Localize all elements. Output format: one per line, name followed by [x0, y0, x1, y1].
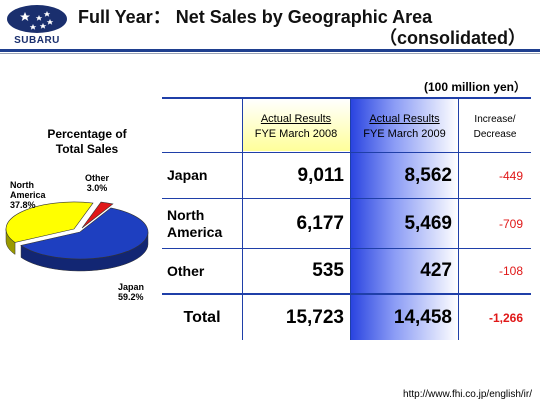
fy2009-column-highlight: [351, 99, 458, 340]
pie-label-other: Other 3.0%: [85, 173, 109, 193]
pie-title: Percentage of Total Sales: [22, 127, 152, 157]
pie-label-north-america-line1: North: [10, 180, 34, 190]
pie-label-japan-pct: 59.2%: [118, 292, 144, 302]
subaru-stars-icon: [7, 5, 67, 33]
row-divider: [162, 293, 531, 295]
cell-fy2009: 8,562: [404, 164, 452, 186]
col-header-fy2009-line1: Actual Results: [369, 113, 440, 125]
cell-fy2008: 535: [312, 260, 344, 281]
pie-label-north-america-line2: America: [10, 190, 46, 200]
cell-diff: -709: [498, 216, 523, 231]
pie-title-line2: Total Sales: [55, 142, 119, 156]
cell-fy2008-total: 15,723: [285, 306, 344, 328]
row-label-line1: Other: [167, 262, 205, 279]
col-header-fy2009: Actual Results FYE March 2009: [351, 101, 458, 153]
col-divider: [242, 97, 243, 340]
cell-diff: -108: [498, 264, 523, 278]
pie-slice-japan: [20, 207, 149, 260]
page-subtitle: （consolidated）: [378, 28, 526, 48]
table-top-border: [162, 97, 531, 99]
cell-diff-total: -1,266: [488, 310, 523, 325]
table-row-label: Japan: [162, 153, 247, 198]
footer-url[interactable]: http://www.fhi.co.jp/english/ir/: [403, 389, 532, 400]
fy2008-header-highlight: [242, 99, 350, 151]
table-row-label: North America: [162, 199, 247, 248]
cell-fy2008: 9,011: [297, 164, 345, 186]
header-divider-thin: [0, 53, 540, 54]
pie-label-other-line1: Other: [85, 173, 110, 183]
table-row-label-total: Total: [162, 295, 242, 340]
cell-fy2008: 6,177: [296, 212, 344, 234]
cell-fy2009: 427: [420, 260, 452, 281]
pie-slice-north-america: [5, 201, 94, 243]
col-header-fy2008-line1: Actual Results: [260, 113, 332, 125]
cell-fy2009: 5,469: [404, 212, 452, 234]
col-header-diff: Increase/ Decrease: [459, 101, 531, 153]
header: SUBARU Full Year： Net Sales by Geographi…: [0, 0, 540, 48]
row-label-line1: North: [167, 206, 205, 223]
page-title: Full Year： Net Sales by Geographic Area: [78, 7, 433, 27]
sales-table: Actual Results FYE March 2008 Actual Res…: [162, 97, 531, 340]
col-divider: [458, 97, 459, 340]
col-divider: [350, 97, 351, 340]
pie-label-japan: Japan 59.2%: [118, 282, 144, 302]
row-label-line2: America: [167, 223, 223, 240]
cell-fy2009-total: 14,458: [393, 306, 452, 328]
pie-title-line1: Percentage of: [47, 127, 127, 141]
col-header-diff-line2: Decrease: [473, 129, 517, 140]
row-label-line1: Total: [183, 309, 221, 326]
cell-diff: -449: [498, 168, 523, 183]
col-header-diff-line1: Increase/: [474, 114, 516, 125]
col-header-fy2008-line2: FYE March 2008: [254, 128, 338, 140]
pie-chart: [5, 201, 149, 272]
unit-label: (100 million yen）: [423, 80, 526, 94]
pie-label-north-america: North America 37.8%: [10, 180, 46, 210]
pie-label-japan-line1: Japan: [118, 282, 145, 292]
row-label-line1: Japan: [167, 167, 208, 183]
header-divider: [0, 49, 540, 52]
pie-label-other-pct: 3.0%: [86, 183, 108, 193]
pie-label-north-america-pct: 37.8%: [10, 200, 36, 210]
row-divider: [162, 152, 531, 153]
row-divider: [162, 198, 531, 199]
row-divider: [162, 248, 531, 249]
table-row-label: Other: [162, 249, 247, 293]
pie-slice-other: [81, 201, 114, 229]
col-header-fy2008: Actual Results FYE March 2008: [242, 101, 350, 153]
brand-name: SUBARU: [14, 35, 60, 46]
subaru-logo: SUBARU: [5, 4, 69, 46]
col-header-fy2009-line2: FYE March 2009: [363, 128, 446, 140]
